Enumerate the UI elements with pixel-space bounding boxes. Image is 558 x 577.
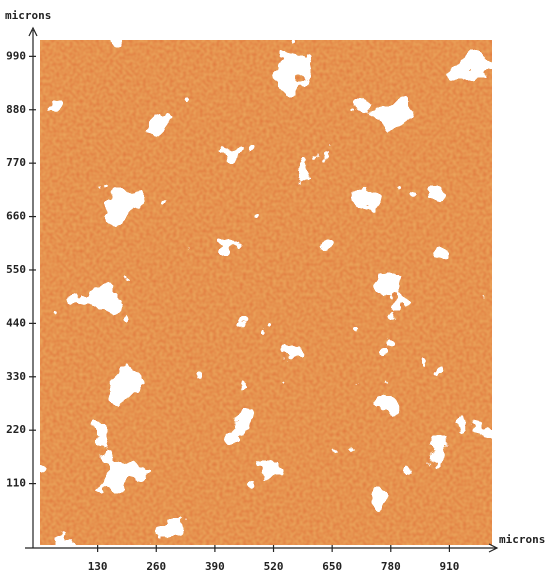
y-tick-label: 770	[6, 156, 26, 169]
x-tick-label: 390	[205, 560, 225, 573]
x-tick-label: 780	[381, 560, 401, 573]
y-tick-label: 660	[6, 210, 26, 223]
y-tick-label: 330	[6, 370, 26, 383]
x-arrow	[488, 543, 499, 553]
y-tick-label: 110	[6, 477, 26, 490]
y-tick-label: 550	[6, 263, 26, 276]
x-tick-label: 650	[322, 560, 342, 573]
y-tick-label: 880	[6, 103, 26, 116]
y-arrow	[28, 26, 38, 37]
x-axis-label: microns	[499, 533, 545, 546]
x-tick-label: 130	[88, 560, 108, 573]
y-axis-label: microns	[5, 9, 51, 22]
x-tick-label: 520	[264, 560, 284, 573]
texture	[40, 40, 492, 545]
y-tick-label: 220	[6, 423, 26, 436]
x-tick-label: 260	[146, 560, 166, 573]
x-tick-label: 910	[439, 560, 459, 573]
y-tick-label: 990	[6, 49, 26, 62]
y-tick-label: 440	[6, 316, 26, 329]
